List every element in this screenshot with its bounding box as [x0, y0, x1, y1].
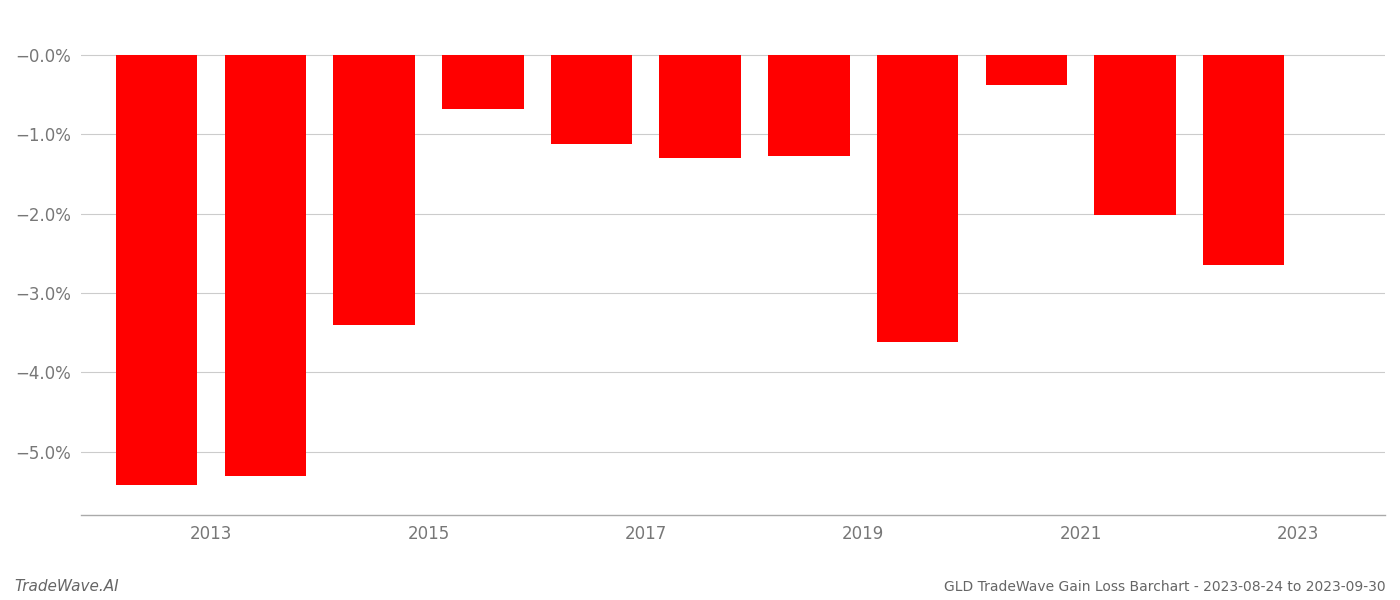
Bar [1203, 55, 1284, 265]
Bar [442, 55, 524, 109]
Bar [550, 55, 633, 144]
Bar [116, 55, 197, 485]
Bar [769, 55, 850, 157]
Bar [333, 55, 414, 325]
Bar [224, 55, 307, 476]
Bar [1095, 55, 1176, 215]
Text: GLD TradeWave Gain Loss Barchart - 2023-08-24 to 2023-09-30: GLD TradeWave Gain Loss Barchart - 2023-… [945, 580, 1386, 594]
Bar [986, 55, 1067, 85]
Bar [659, 55, 741, 158]
Bar [876, 55, 959, 342]
Text: TradeWave.AI: TradeWave.AI [14, 579, 119, 594]
